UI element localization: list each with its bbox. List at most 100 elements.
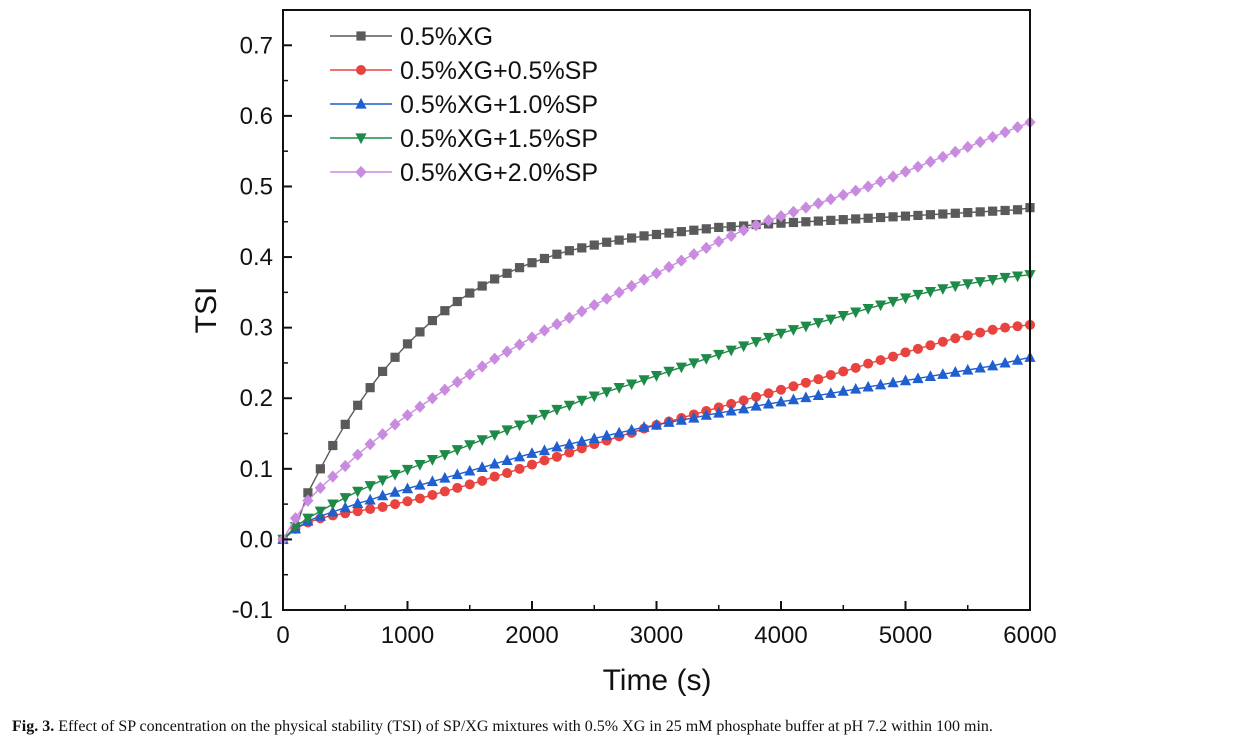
data-point <box>999 126 1011 139</box>
data-point <box>365 504 376 515</box>
data-point <box>626 423 638 435</box>
data-point <box>875 175 887 188</box>
y-tick-label: 0.5 <box>240 173 273 200</box>
legend: 0.5%XG 0.5%XG+0.5%SP 0.5%XG+1.0%SP 0.5%XG+1… <box>330 23 598 187</box>
data-point <box>339 459 351 473</box>
data-point <box>875 300 887 312</box>
data-point <box>476 360 488 373</box>
data-point <box>664 228 674 238</box>
x-tick-label: 3000 <box>630 622 683 649</box>
data-point <box>539 455 550 466</box>
data-point <box>787 393 800 405</box>
data-point <box>826 215 836 225</box>
data-point <box>551 404 563 416</box>
data-point <box>514 463 525 474</box>
x-tick-label: 2000 <box>505 622 558 649</box>
data-point <box>650 418 663 430</box>
data-point <box>701 224 711 234</box>
data-point <box>862 303 874 315</box>
data-point <box>551 451 562 462</box>
data-point <box>551 440 563 452</box>
data-point <box>862 180 874 193</box>
data-point <box>775 210 787 223</box>
data-point <box>327 499 339 511</box>
data-point <box>675 362 687 374</box>
data-point <box>627 233 637 243</box>
data-point <box>576 395 588 407</box>
data-point <box>614 235 624 245</box>
data-point <box>439 450 451 461</box>
data-point <box>887 296 899 308</box>
data-point <box>352 448 364 461</box>
data-point <box>751 391 762 402</box>
data-point <box>725 345 737 357</box>
data-point <box>477 475 488 486</box>
data-point <box>589 240 599 250</box>
data-point <box>501 454 513 465</box>
data-point <box>851 214 861 224</box>
data-point <box>949 366 961 377</box>
data-point <box>651 229 662 240</box>
data-point <box>314 481 326 494</box>
data-point <box>800 391 812 403</box>
data-point <box>538 444 551 456</box>
data-point <box>913 210 923 221</box>
legend-marker <box>356 65 366 75</box>
legend-marker <box>356 31 366 41</box>
data-point <box>850 184 862 197</box>
data-point <box>650 267 663 280</box>
data-point <box>801 217 811 227</box>
data-point <box>402 339 413 349</box>
data-point <box>1000 322 1011 333</box>
y-tick-label: 0.2 <box>240 385 273 412</box>
data-point <box>476 461 488 473</box>
data-point <box>688 358 700 370</box>
x-tick-label: 1000 <box>381 622 434 649</box>
data-point <box>490 274 500 284</box>
data-point <box>837 188 849 202</box>
data-point <box>838 366 849 377</box>
data-point <box>289 522 302 533</box>
data-point <box>563 438 575 449</box>
data-point <box>501 425 513 437</box>
data-point <box>725 404 737 416</box>
data-point <box>937 336 948 347</box>
data-point <box>377 501 388 512</box>
data-point <box>962 279 974 290</box>
data-point <box>949 281 961 293</box>
data-point <box>912 372 924 384</box>
data-point <box>514 263 525 273</box>
data-point <box>750 399 762 411</box>
data-point <box>663 260 675 274</box>
data-point <box>825 369 836 380</box>
data-point <box>601 387 613 398</box>
data-point <box>812 318 824 329</box>
data-point <box>377 475 389 487</box>
data-point <box>639 231 649 241</box>
data-point <box>451 445 463 456</box>
data-point <box>688 248 700 261</box>
y-axis-label: TSI <box>190 287 223 334</box>
data-point <box>539 253 550 264</box>
data-point <box>850 362 861 373</box>
data-point <box>389 418 401 431</box>
data-point <box>812 389 824 401</box>
legend-entry: 0.5%XG+1.5%SP <box>330 125 598 153</box>
data-point <box>738 224 750 237</box>
data-point <box>962 363 974 375</box>
data-point <box>887 376 899 388</box>
data-point <box>489 471 500 482</box>
data-point <box>924 155 936 168</box>
data-point <box>862 380 874 392</box>
plot-frame <box>282 9 1031 611</box>
data-point <box>352 506 363 517</box>
data-point <box>888 212 898 222</box>
data-point <box>638 375 650 386</box>
data-point <box>1011 354 1024 365</box>
data-point <box>538 324 551 337</box>
data-point <box>788 381 799 392</box>
data-point <box>812 197 824 210</box>
data-point <box>390 499 401 510</box>
data-point <box>426 475 438 487</box>
data-point <box>601 292 613 305</box>
